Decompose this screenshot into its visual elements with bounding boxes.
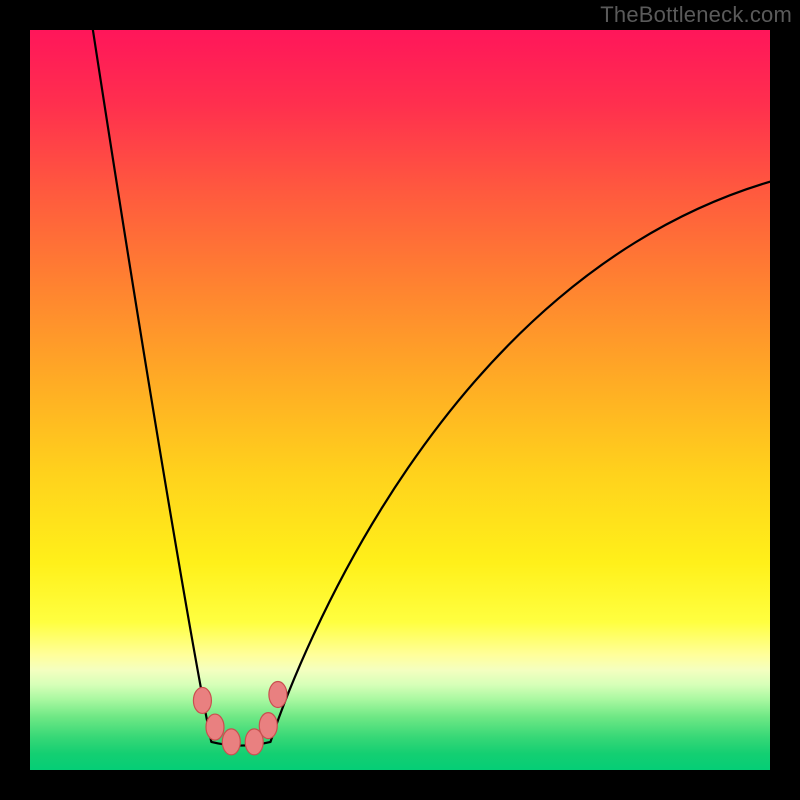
curve-marker [259, 713, 277, 739]
curve-marker [222, 729, 240, 755]
bottleneck-curve [93, 30, 770, 746]
curve-marker [269, 682, 287, 708]
plot-svg [30, 30, 770, 770]
watermark-text: TheBottleneck.com [600, 2, 792, 28]
plot-area [30, 30, 770, 770]
curve-marker [206, 714, 224, 740]
curve-marker [193, 687, 211, 713]
